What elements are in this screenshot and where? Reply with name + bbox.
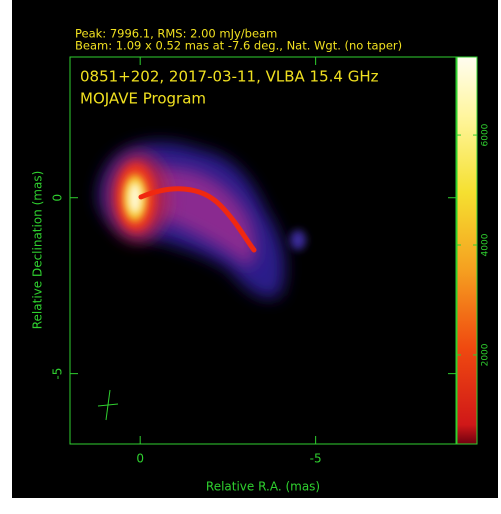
chart-title: 0851+202, 2017-03-11, VLBA 15.4 GHz [80, 68, 379, 86]
colorbar-tick-label: 6000 [481, 123, 491, 146]
y-tick-label: 0 [51, 194, 65, 202]
plot: Peak: 7996.1, RMS: 2.00 mJy/beam Beam: 1… [0, 0, 501, 510]
y-tick-label: -5 [51, 368, 65, 380]
x-tick-label: -5 [310, 452, 322, 466]
header-line: Beam: 1.09 x 0.52 mas at -7.6 deg., Nat.… [75, 39, 402, 53]
colorbar-tick-label: 4000 [481, 233, 491, 256]
y-axis-label: Relative Declination (mas) [31, 171, 45, 330]
colorbar-tick-label: 2000 [481, 343, 491, 366]
x-tick-label: 0 [136, 452, 144, 466]
colorbar [457, 57, 477, 444]
x-axis-label: Relative R.A. (mas) [206, 480, 320, 494]
chart-subtitle: MOJAVE Program [80, 90, 206, 108]
